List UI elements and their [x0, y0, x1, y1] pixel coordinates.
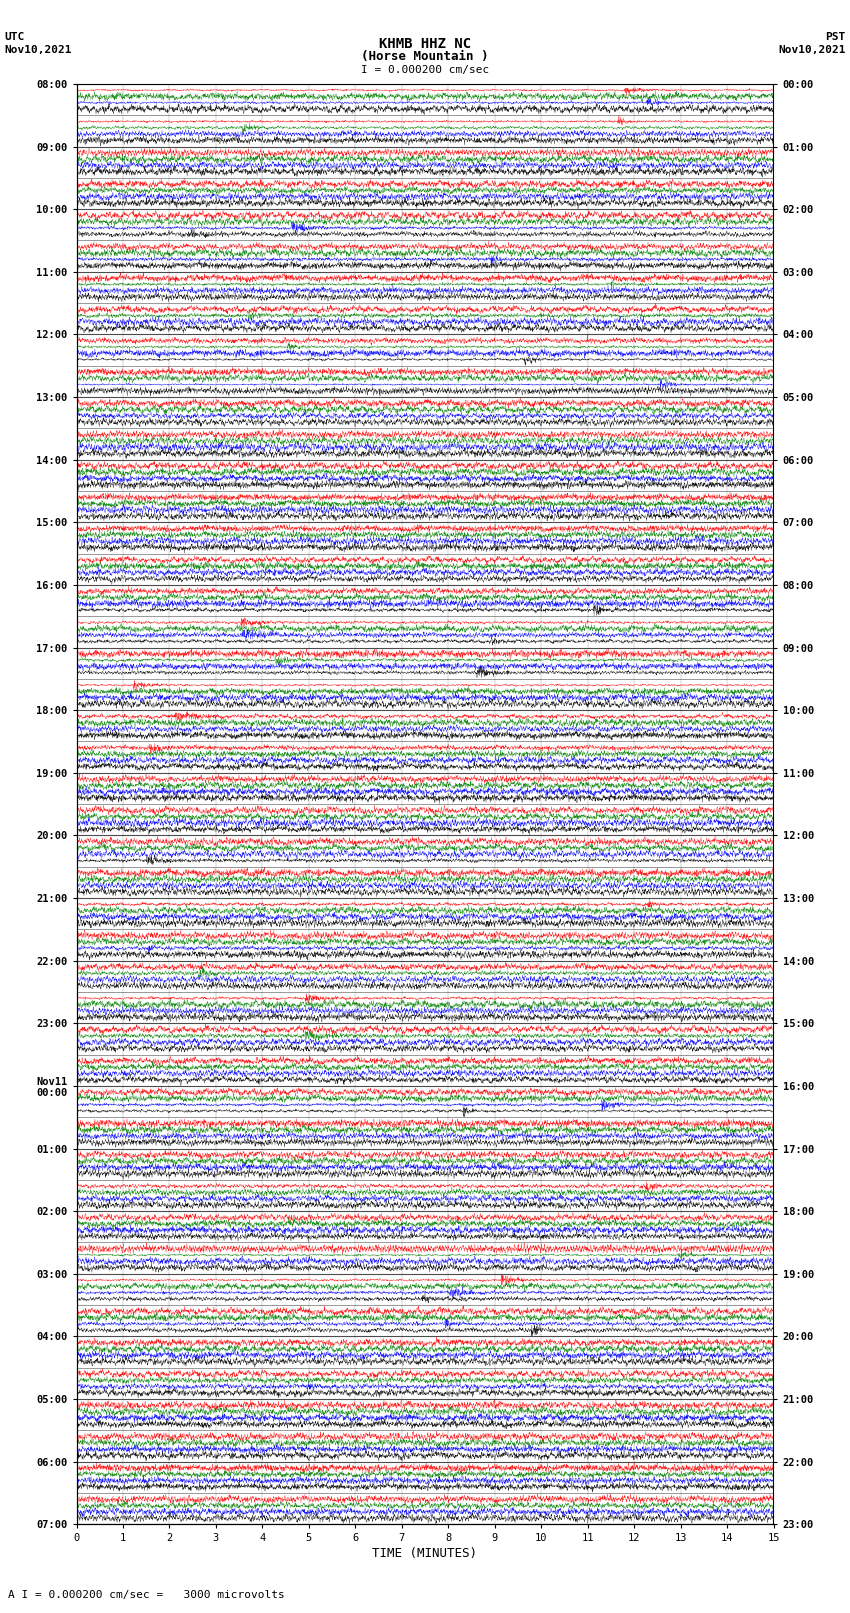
Text: Nov10,2021: Nov10,2021	[4, 45, 71, 55]
Text: KHMB HHZ NC: KHMB HHZ NC	[379, 37, 471, 52]
Text: UTC: UTC	[4, 32, 25, 42]
Text: PST: PST	[825, 32, 846, 42]
Text: I = 0.000200 cm/sec: I = 0.000200 cm/sec	[361, 65, 489, 74]
Text: Nov10,2021: Nov10,2021	[779, 45, 846, 55]
Text: (Horse Mountain ): (Horse Mountain )	[361, 50, 489, 63]
X-axis label: TIME (MINUTES): TIME (MINUTES)	[372, 1547, 478, 1560]
Text: A I = 0.000200 cm/sec =   3000 microvolts: A I = 0.000200 cm/sec = 3000 microvolts	[8, 1590, 286, 1600]
